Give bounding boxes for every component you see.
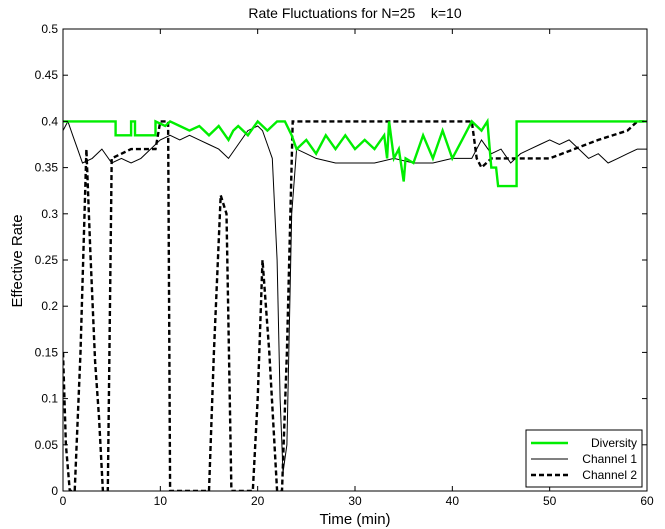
- legend-label-channel-2: Channel 2: [582, 468, 637, 482]
- y-tick-label: 0: [51, 484, 58, 498]
- legend-label-channel-1: Channel 1: [582, 452, 637, 466]
- ticks-layer: 0 10 20 30 40 50 60 0 0.05 0.1 0.15 0.2 0.25 0.3 0.35 0…: [35, 22, 654, 508]
- y-tick-label: 0.35: [35, 161, 59, 175]
- y-tick-label: 0.3: [41, 207, 58, 221]
- y-tick-label: 0.25: [35, 253, 59, 267]
- y-tick-label: 0.05: [35, 438, 59, 452]
- y-axis-label: Effective Rate: [9, 214, 26, 307]
- chart-title: Rate Fluctuations for N=25 k=10: [248, 5, 461, 21]
- x-tick-label: 20: [251, 494, 265, 508]
- x-axis-label: Time (min): [319, 511, 390, 528]
- x-tick-label: 30: [348, 494, 362, 508]
- x-tick-label: 0: [60, 494, 67, 508]
- y-tick-label: 0.1: [41, 392, 58, 406]
- legend-label-diversity: Diversity: [591, 436, 637, 450]
- series-layer: [63, 117, 647, 491]
- y-tick-label: 0.4: [41, 114, 58, 128]
- x-tick-label: 40: [446, 494, 460, 508]
- x-tick-label: 50: [543, 494, 557, 508]
- series-line-channel-1: [63, 120, 647, 473]
- y-tick-label: 0.15: [35, 345, 59, 359]
- y-tick-label: 0.45: [35, 68, 59, 82]
- x-tick-label: 60: [640, 494, 654, 508]
- series-line-diversity: [63, 117, 647, 188]
- y-tick-label: 0.2: [41, 299, 58, 313]
- legend: Diversity Channel 1 Channel 2: [525, 429, 643, 488]
- x-tick-label: 10: [154, 494, 168, 508]
- y-tick-label: 0.5: [41, 22, 58, 36]
- series-line-channel-2: [63, 120, 647, 491]
